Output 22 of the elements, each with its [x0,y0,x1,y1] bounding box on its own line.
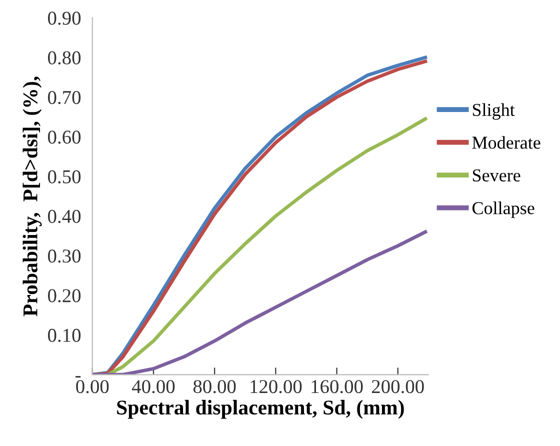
y-tick-label: 0.60 [48,130,81,144]
y-tick-label: 0.40 [48,210,81,224]
x-tick-label: 40.00 [132,380,175,394]
legend-label: Moderate [472,136,540,149]
y-tick-label: 0.10 [48,328,81,342]
legend-label: Severe [472,169,520,182]
x-tick-label: 160.00 [312,380,363,394]
x-tick-label: 200.00 [372,380,424,394]
legend-label: Slight [472,103,515,120]
x-tick-label: 80.00 [193,380,236,394]
y-axis-title: Probability, P[d>dsi], (%), [22,76,42,316]
x-tick-label: 120.00 [250,380,302,394]
y-tick-label: 0.70 [48,90,81,104]
y-tick-label: 0.80 [48,51,81,65]
x-axis-title: Spectral displacement, Sd, (mm) [117,400,404,419]
y-tick-label: - [76,376,81,378]
x-tick-label: 0.00 [76,380,109,394]
y-tick-label: 0.90 [48,12,81,25]
legend-label: Collapse [472,202,534,218]
y-tick-label: 0.30 [48,250,81,263]
y-tick-label: 0.50 [48,170,81,184]
y-tick-label: 0.20 [48,289,81,302]
